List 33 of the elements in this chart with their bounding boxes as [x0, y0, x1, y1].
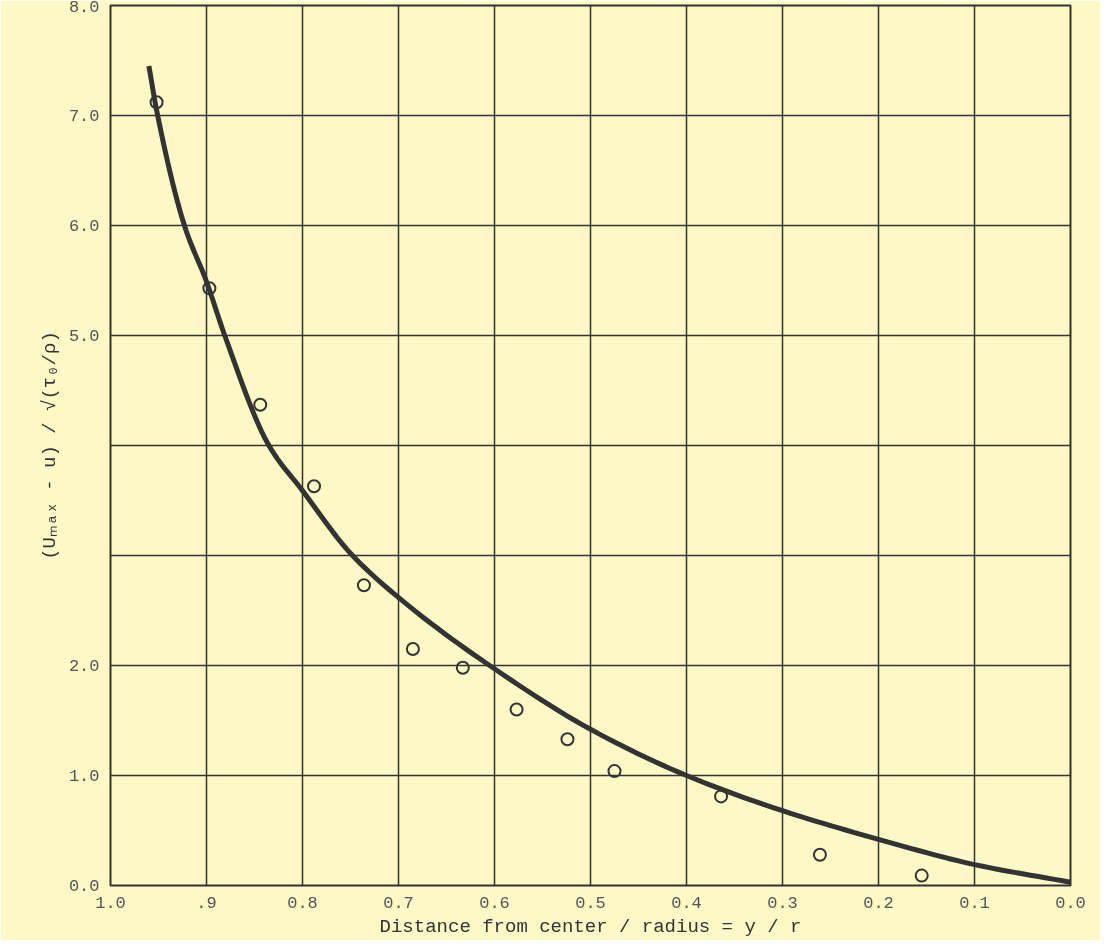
x-tick-label: 0.6: [479, 893, 510, 913]
x-tick-label: .9: [196, 893, 217, 913]
y-tick-label: 1.0: [68, 767, 100, 786]
y-tick-label: 0.0: [68, 877, 100, 896]
x-tick-label: 0.8: [287, 893, 318, 913]
x-tick-label: 0.1: [959, 893, 990, 913]
point: [253, 397, 268, 412]
point: [812, 847, 827, 862]
x-tick-label: 0.2: [863, 893, 894, 913]
point: [714, 789, 729, 804]
y-axis-title: (Uₘₐₓ - u) / √(τ₀/ρ): [38, 331, 61, 560]
point: [405, 642, 420, 656]
x-tick-label: 0.0: [1055, 893, 1086, 913]
point: [356, 578, 371, 593]
x-tick-label: 0.5: [575, 893, 606, 913]
point: [607, 764, 622, 779]
point: [307, 479, 322, 494]
point: [914, 868, 929, 883]
x-axis-title: Distance from center / radius = y / r: [379, 915, 802, 938]
x-tick-label: 0.4: [671, 893, 702, 913]
x-tick-label: 0.3: [767, 893, 798, 913]
y-tick-label: 5.0: [68, 327, 100, 346]
point: [455, 660, 470, 675]
point: [560, 732, 575, 747]
y-tick-label: 6.0: [68, 217, 100, 236]
y-tick-label: 2.0: [68, 657, 100, 676]
point: [202, 281, 217, 296]
x-tick-label: 1.0: [95, 893, 126, 913]
x-tick-label: 0.7: [383, 893, 414, 913]
y-tick-label: 7.0: [68, 107, 100, 126]
y-tick-label: 8.0: [68, 0, 100, 17]
point: [509, 702, 524, 717]
point: [149, 95, 164, 110]
